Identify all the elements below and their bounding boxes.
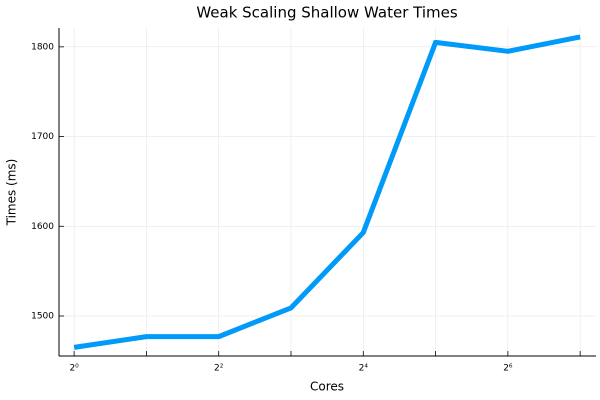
y-tick-label: 1500 (31, 311, 54, 321)
x-tick-label: 2⁶ (503, 364, 513, 374)
x-tick-label: 2² (214, 364, 224, 374)
y-axis-label: Times (ms) (5, 159, 19, 227)
x-axis-label: Cores (310, 380, 344, 394)
data-line (73, 34, 581, 350)
x-tick-label: 2⁴ (359, 364, 369, 374)
y-tick-label: 1800 (31, 42, 54, 52)
x-tick-label: 2⁰ (69, 364, 79, 374)
y-tick-label: 1600 (31, 222, 54, 232)
chart-title: Weak Scaling Shallow Water Times (196, 4, 458, 22)
y-tick-label: 1700 (31, 132, 54, 142)
